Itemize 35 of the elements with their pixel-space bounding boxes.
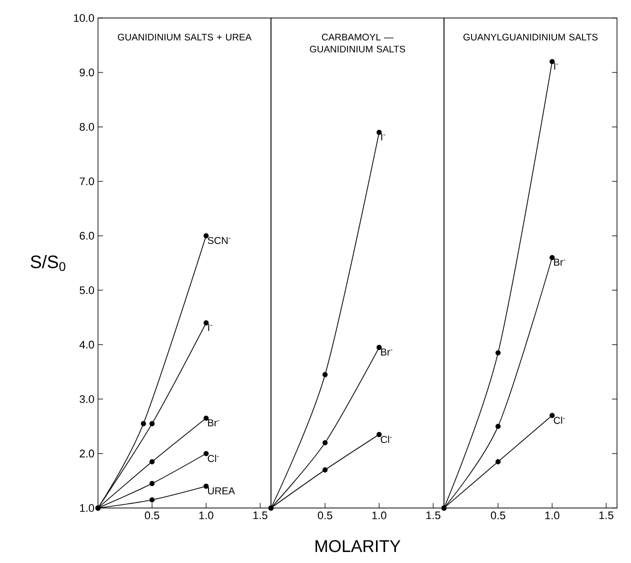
series-label: I$^{-}$: [381, 134, 386, 140]
x-tick-label: 1.0: [199, 512, 214, 520]
y-tick-label: 2.0: [80, 450, 94, 458]
series-label: UREA: [208, 487, 235, 494]
series-label: Cl$^{-}$: [554, 416, 565, 424]
y-tick-label: 1.0: [80, 504, 94, 512]
text: GUANYLGUANIDINIUM SALTS: [463, 34, 598, 40]
x-tick-label: 1.5: [253, 512, 268, 520]
y-tick-label: 7.0: [80, 177, 94, 186]
x-tick-label: 1.5: [599, 512, 614, 520]
series-label: I$^{-}$: [554, 62, 558, 70]
y-tick-label: 9.0: [80, 68, 94, 76]
x-tick-label: 1.0: [545, 512, 560, 520]
x-axis-title: MOLARITY: [316, 540, 400, 552]
text: GUANIDINIUM SALTS + UREA: [118, 34, 252, 40]
y-tick-label: 4.0: [79, 340, 94, 349]
series-label: SCN$^{-}$: [208, 236, 230, 244]
series-label: Cl$^{-}$: [380, 436, 392, 444]
series-label: Cl$^{-}$: [208, 454, 219, 462]
x-tick-label: 0.5: [490, 512, 506, 520]
y-tick-label: 5.0: [80, 286, 94, 294]
y-tick-label: 3.0: [80, 395, 94, 403]
x-tick-label: 1.0: [372, 512, 386, 520]
series-label: Br$^{-}$: [208, 419, 220, 426]
x-tick-label: 1.5: [426, 512, 440, 520]
series-label: I$^{-}$: [208, 324, 212, 331]
y-tick-label: 6.0: [80, 232, 94, 240]
y-axis-title: S/S$_{0}$: [30, 255, 66, 271]
text: CARBAMOYL — GUANIDINIUM SALTS: [310, 34, 406, 52]
y-tick-label: 10.0: [74, 14, 94, 22]
x-tick-label: 0.5: [318, 512, 332, 520]
series-label: Br$^{-}$: [554, 258, 566, 266]
x-tick-label: 0.5: [144, 512, 160, 520]
y-tick-label: 8.0: [80, 123, 94, 131]
series-label: Br$^{-}$: [381, 348, 392, 356]
